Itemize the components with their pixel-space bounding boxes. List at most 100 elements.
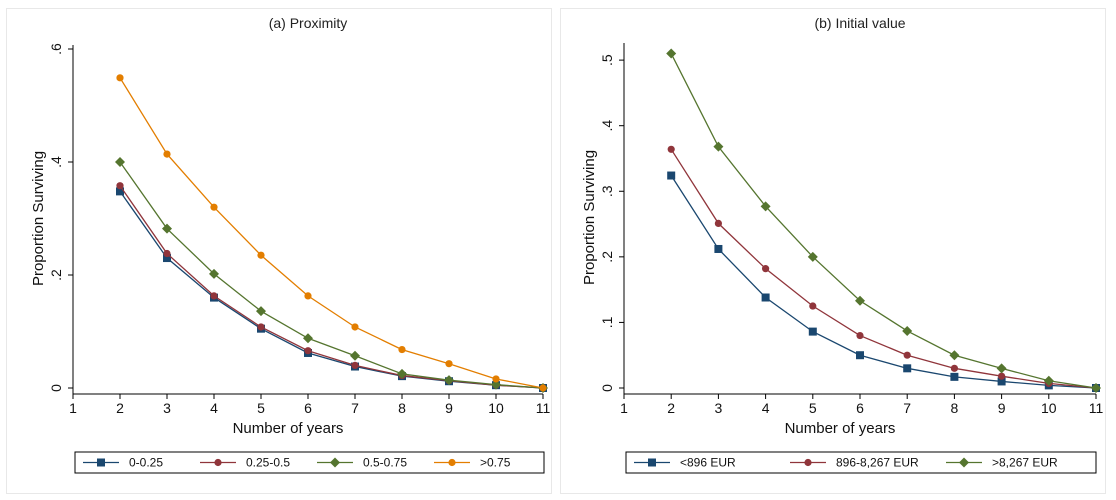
x-tick-label: 10 xyxy=(1041,400,1057,416)
data-point xyxy=(855,295,865,306)
data-point xyxy=(713,141,724,152)
x-tick-label: 3 xyxy=(163,400,171,416)
x-tick-label: 4 xyxy=(762,400,770,416)
y-axis-label: Proportion Surviving xyxy=(30,151,47,286)
chart-title: (b) Initial value xyxy=(814,15,905,31)
data-point xyxy=(116,187,124,196)
series-1 xyxy=(667,145,1100,392)
data-point xyxy=(444,375,454,386)
data-point xyxy=(762,265,770,273)
data-point xyxy=(351,323,359,331)
legend: 0-0.25 0.25-0.5 0.5-0.75 >0.75 xyxy=(74,451,545,474)
data-point xyxy=(808,327,817,336)
data-point xyxy=(667,145,675,153)
chart-panel-proximity: (a) Proximity 1 2 3 4 5 6 7 8 9 10 11 0 .2 .4 .6 Number … xyxy=(6,8,552,494)
data-point xyxy=(856,351,864,360)
legend-label: 0.25-0.5 xyxy=(246,456,290,470)
legend-marker xyxy=(214,458,222,467)
data-point xyxy=(116,74,124,82)
data-point xyxy=(163,150,171,158)
series-0 xyxy=(667,171,1100,392)
x-tick-label: 4 xyxy=(210,400,218,416)
data-point xyxy=(304,347,312,355)
x-tick-label: 2 xyxy=(667,400,675,416)
x-tick-label: 5 xyxy=(257,400,265,416)
series-line xyxy=(119,77,544,389)
legend-marker xyxy=(330,457,340,468)
x-tick-label: 9 xyxy=(445,400,453,416)
data-point xyxy=(1043,375,1054,386)
data-point xyxy=(210,203,218,211)
y-tick-label: 0 xyxy=(599,384,615,392)
legend-marker xyxy=(448,458,456,467)
data-point xyxy=(398,345,406,354)
x-tick-label: 7 xyxy=(351,400,359,416)
series-3 xyxy=(116,74,547,392)
data-point xyxy=(903,364,912,373)
chart-panel-initial-value: (b) Initial value 1 2 3 4 5 6 7 8 9 10 11 0 .1 .2 .3 .4.… xyxy=(560,8,1106,494)
data-point xyxy=(256,306,266,317)
legend-label: <896 EUR xyxy=(680,456,736,470)
x-tick-label: 1 xyxy=(69,400,77,416)
series-line xyxy=(670,53,1097,389)
y-tick-label: .4 xyxy=(48,156,64,168)
legend-label: >8,267 EUR xyxy=(992,456,1058,470)
data-point xyxy=(115,157,125,167)
data-point xyxy=(902,325,913,336)
x-tick-label: 11 xyxy=(536,400,551,416)
legend-marker xyxy=(959,457,969,468)
series-2 xyxy=(666,48,1101,393)
data-point xyxy=(257,323,265,331)
data-point xyxy=(163,249,171,258)
data-point xyxy=(761,293,770,302)
legend-marker xyxy=(648,458,656,467)
data-point xyxy=(714,244,723,253)
y-tick-label: .3 xyxy=(599,185,615,197)
data-point xyxy=(303,333,313,344)
x-tick-label: 10 xyxy=(488,400,504,416)
data-point xyxy=(210,292,218,300)
series-line xyxy=(670,175,1097,389)
legend-box xyxy=(74,451,545,474)
legend-marker xyxy=(97,458,105,467)
x-tick-label: 6 xyxy=(856,400,864,416)
legend-marker xyxy=(804,458,812,467)
data-point xyxy=(807,251,818,262)
y-axis-label: Proportion Surviving xyxy=(581,150,598,285)
y-tick-label: 0 xyxy=(48,384,64,392)
y-tick-label: .6 xyxy=(48,43,64,55)
legend-label: 0-0.25 xyxy=(129,456,163,470)
data-point xyxy=(714,219,722,228)
y-tick-label: .4 xyxy=(599,120,615,132)
x-tick-label: 5 xyxy=(809,400,817,416)
data-point xyxy=(856,331,864,340)
legend-label: 0.5-0.75 xyxy=(363,456,407,470)
x-axis-label: Number of years xyxy=(233,420,344,437)
data-point xyxy=(666,48,677,59)
data-point xyxy=(950,372,959,381)
data-point xyxy=(1091,383,1101,393)
data-point xyxy=(351,361,359,369)
data-point xyxy=(209,268,219,279)
legend: <896 EUR 896-8,267 EUR >8,267 EUR xyxy=(625,451,1097,474)
series-line xyxy=(670,148,1097,389)
legend-label: >0.75 xyxy=(480,456,511,470)
data-point xyxy=(760,201,771,212)
data-point xyxy=(949,350,960,361)
data-point xyxy=(998,372,1006,380)
x-tick-label: 1 xyxy=(620,400,628,416)
x-tick-label: 6 xyxy=(304,400,312,416)
series-0 xyxy=(116,187,547,392)
x-tick-label: 9 xyxy=(998,400,1006,416)
x-tick-label: 7 xyxy=(903,400,911,416)
series-line xyxy=(119,161,544,389)
data-point xyxy=(445,360,453,368)
chart-proximity: (a) Proximity 1 2 3 4 5 6 7 8 9 10 11 0 .2 .4 .6 Number … xyxy=(30,15,551,474)
data-point xyxy=(397,368,407,379)
data-point xyxy=(539,384,547,392)
data-point xyxy=(809,302,817,310)
y-tick-label: .1 xyxy=(599,316,615,328)
data-point xyxy=(996,363,1007,374)
data-point xyxy=(257,251,265,259)
data-point xyxy=(116,182,124,190)
